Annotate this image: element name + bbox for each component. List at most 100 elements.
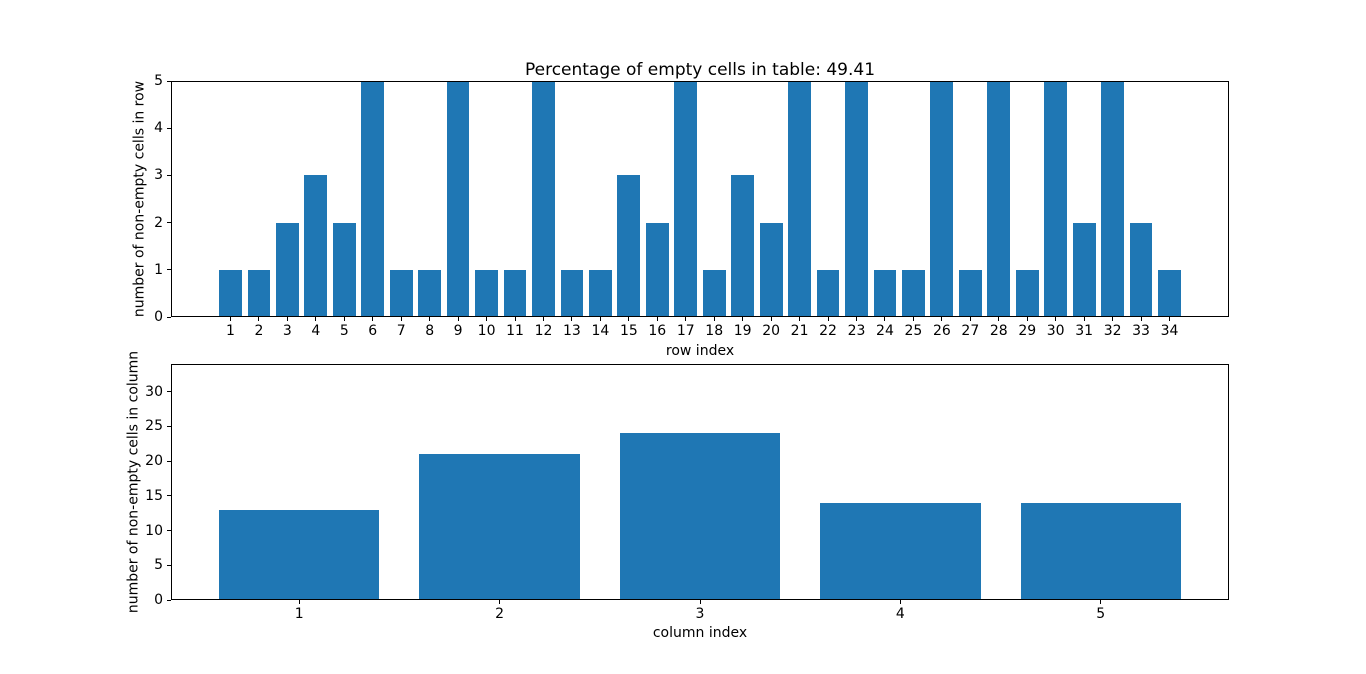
x-tick-20 (770, 317, 772, 321)
x-tick-label-1: 1 (294, 606, 304, 622)
x-tick-label-2: 2 (254, 323, 264, 339)
bar-32 (1101, 81, 1124, 317)
x-tick-12 (542, 317, 544, 321)
x-tick-4 (899, 600, 901, 604)
x-tick-34 (1169, 317, 1171, 321)
y-tick-4 (167, 127, 171, 129)
x-tick-label-32: 32 (1103, 323, 1122, 339)
y-tick-label-2: 2 (154, 214, 163, 231)
x-tick-label-4: 4 (895, 606, 905, 622)
x-tick-label-26: 26 (932, 323, 951, 339)
bar-23 (845, 81, 868, 317)
x-tick-label-20: 20 (762, 323, 781, 339)
x-tick-label-18: 18 (705, 323, 724, 339)
bar-10 (475, 269, 498, 317)
y-tick-label-0: 0 (154, 592, 163, 608)
bar-13 (560, 269, 584, 317)
y-tick-label-20: 20 (145, 453, 163, 470)
x-tick-15 (628, 317, 630, 321)
y-tick-5 (167, 80, 171, 82)
x-tick-label-19: 19 (733, 323, 752, 339)
y-tick-label-5: 5 (154, 73, 163, 89)
x-tick-label-31: 31 (1075, 323, 1094, 339)
x-tick-22 (827, 317, 829, 321)
bar-22 (816, 269, 840, 317)
y-tick-20 (167, 460, 171, 462)
x-tick-18 (713, 317, 715, 321)
y-tick-label-30: 30 (145, 383, 163, 400)
x-tick-1 (229, 317, 231, 321)
bar-11 (503, 269, 527, 317)
bar-29 (1015, 269, 1039, 317)
bar-2 (247, 269, 271, 317)
y-tick-label-25: 25 (145, 418, 163, 435)
x-tick-8 (429, 317, 431, 321)
y-tick-5 (167, 564, 171, 566)
row-chart-x-axis-label: row index (665, 343, 735, 359)
x-tick-label-12: 12 (534, 323, 553, 339)
bar-25 (902, 269, 925, 317)
bar-28 (987, 81, 1011, 317)
x-tick-3 (699, 600, 701, 604)
bar-24 (873, 269, 897, 317)
bar-12 (532, 81, 555, 317)
x-tick-14 (599, 317, 601, 321)
y-tick-label-15: 15 (145, 487, 163, 504)
bar-3 (619, 433, 781, 600)
x-tick-label-17: 17 (676, 323, 695, 339)
x-tick-label-4: 4 (311, 323, 321, 339)
x-tick-25 (912, 317, 914, 321)
y-tick-2 (167, 222, 171, 224)
y-tick-label-10: 10 (145, 522, 163, 539)
y-tick-label-3: 3 (154, 167, 163, 184)
x-tick-13 (571, 317, 573, 321)
x-tick-label-3: 3 (282, 323, 292, 339)
x-tick-10 (486, 317, 488, 321)
x-tick-label-11: 11 (506, 323, 524, 339)
bar-5 (332, 222, 356, 317)
bar-15 (617, 175, 641, 317)
x-tick-27 (969, 317, 971, 321)
bar-7 (389, 269, 413, 317)
bar-4 (304, 175, 328, 317)
x-tick-26 (941, 317, 943, 321)
x-tick-16 (656, 317, 658, 321)
x-tick-label-33: 33 (1132, 323, 1150, 339)
x-tick-1 (298, 600, 300, 604)
x-tick-label-3: 3 (695, 606, 705, 622)
x-tick-31 (1083, 317, 1085, 321)
x-tick-label-28: 28 (989, 323, 1008, 339)
y-tick-0 (167, 316, 171, 318)
row-chart-plot-area: 1 2 3 4 5 6 7 8 9 10 11 12 13 14 15 16 17 18 19 20 21 22 23 24 2… (154, 73, 1229, 339)
x-tick-28 (998, 317, 1000, 321)
bar-1 (219, 269, 242, 317)
x-tick-label-5: 5 (339, 323, 349, 339)
bar-9 (446, 81, 470, 317)
bar-5 (1020, 502, 1181, 600)
bar-27 (958, 269, 982, 317)
x-tick-9 (457, 317, 459, 321)
y-tick-3 (167, 174, 171, 176)
x-tick-5 (343, 317, 345, 321)
bar-8 (418, 269, 442, 317)
x-tick-17 (685, 317, 687, 321)
y-tick-15 (167, 495, 171, 497)
column-chart-x-axis-label: column index (652, 625, 748, 641)
x-tick-label-13: 13 (563, 323, 581, 339)
bar-4 (820, 502, 981, 600)
x-tick-5 (1100, 600, 1102, 604)
x-tick-29 (1026, 317, 1028, 321)
bar-26 (930, 81, 954, 317)
x-tick-label-15: 15 (619, 323, 638, 339)
x-tick-7 (400, 317, 402, 321)
column-chart-plot-area: 1 2 3 4 5 0 5 10 15 20 25 30 (145, 364, 1229, 622)
bar-21 (788, 81, 811, 317)
x-tick-23 (856, 317, 857, 321)
x-tick-label-14: 14 (591, 323, 610, 339)
bar-14 (589, 269, 612, 317)
x-tick-30 (1055, 317, 1057, 321)
x-tick-label-27: 27 (961, 323, 980, 339)
bar-19 (731, 175, 755, 317)
x-tick-32 (1112, 317, 1114, 321)
